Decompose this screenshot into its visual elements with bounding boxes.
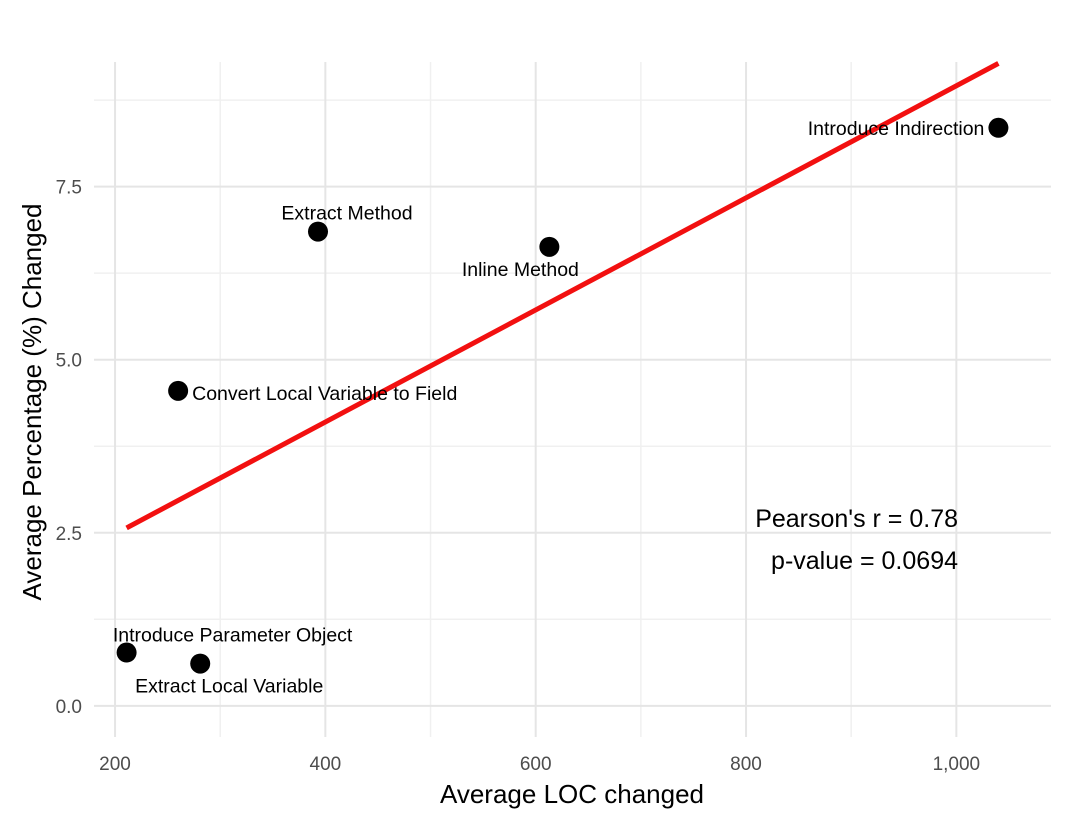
x-tick-label: 1,000 xyxy=(933,754,981,775)
axis-ticks: 200 400 600 800 1,000 0.0 2.5 5.0 7.5 xyxy=(56,178,981,775)
y-tick-label: 2.5 xyxy=(56,524,82,545)
x-tick-label: 600 xyxy=(520,754,552,775)
y-tick-label: 5.0 xyxy=(56,351,82,372)
pearson-r-annotation: Pearson's r = 0.78 xyxy=(755,505,958,533)
data-point xyxy=(539,236,560,257)
data-point xyxy=(190,653,211,674)
p-value-annotation: p-value = 0.0694 xyxy=(771,547,958,575)
x-tick-label: 400 xyxy=(310,754,342,775)
point-label: Introduce Indirection xyxy=(808,118,985,140)
x-tick-label: 200 xyxy=(99,754,131,775)
point-labels: Introduce Indirection Extract Method Inlin… xyxy=(113,118,985,698)
grid xyxy=(94,62,1051,737)
regression-line xyxy=(125,61,1000,531)
y-axis-title: Average Percentage (%) Changed xyxy=(17,204,47,601)
point-label: Inline Method xyxy=(462,259,579,281)
regression-line-layer xyxy=(125,61,1000,531)
point-label: Introduce Parameter Object xyxy=(113,625,353,647)
point-label: Extract Local Variable xyxy=(135,676,323,698)
data-point xyxy=(168,380,189,401)
data-point xyxy=(988,117,1009,138)
point-label: Convert Local Variable to Field xyxy=(192,383,457,405)
x-axis-title: Average LOC changed xyxy=(440,779,704,809)
y-tick-label: 7.5 xyxy=(56,178,82,199)
data-points xyxy=(116,117,1009,674)
data-point xyxy=(116,642,137,663)
y-tick-label: 0.0 xyxy=(56,697,82,718)
point-label: Extract Method xyxy=(281,203,412,225)
data-point xyxy=(308,221,329,242)
x-tick-label: 800 xyxy=(730,754,762,775)
